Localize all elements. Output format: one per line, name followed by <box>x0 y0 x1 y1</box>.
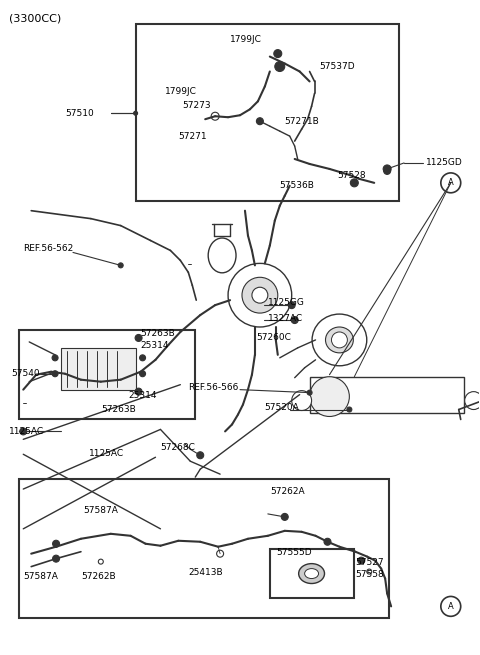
Text: 57587A: 57587A <box>23 572 58 581</box>
Ellipse shape <box>305 569 319 578</box>
Bar <box>136 24 399 200</box>
Circle shape <box>358 557 365 564</box>
Circle shape <box>211 112 219 121</box>
Text: 57528: 57528 <box>337 172 366 180</box>
Text: 57527: 57527 <box>355 558 384 567</box>
Text: 57520A: 57520A <box>264 403 299 412</box>
Bar <box>19 330 195 419</box>
Circle shape <box>441 597 461 616</box>
Ellipse shape <box>312 314 367 365</box>
Text: 1125GG: 1125GG <box>268 297 305 307</box>
Text: A: A <box>448 178 454 187</box>
Text: 25314: 25314 <box>129 391 157 400</box>
Circle shape <box>53 540 60 547</box>
Circle shape <box>197 452 204 458</box>
Text: 57262B: 57262B <box>81 572 116 581</box>
Circle shape <box>291 316 298 324</box>
Text: 1799JC: 1799JC <box>166 87 197 96</box>
Circle shape <box>441 173 461 193</box>
Circle shape <box>384 168 391 174</box>
Text: 57536B: 57536B <box>280 181 315 191</box>
Text: REF.56-566: REF.56-566 <box>188 383 239 392</box>
Bar <box>19 479 389 618</box>
Circle shape <box>52 355 58 361</box>
Circle shape <box>135 335 142 341</box>
Bar <box>61 348 136 390</box>
Circle shape <box>98 559 103 564</box>
Text: 57268C: 57268C <box>160 443 195 452</box>
Circle shape <box>350 179 358 187</box>
Circle shape <box>332 332 348 348</box>
Circle shape <box>324 538 331 545</box>
Ellipse shape <box>208 238 236 273</box>
Text: (3300CC): (3300CC) <box>9 14 61 24</box>
Bar <box>270 549 354 599</box>
Text: 25413B: 25413B <box>188 568 223 577</box>
Circle shape <box>216 550 224 557</box>
Text: 57558: 57558 <box>355 570 384 579</box>
Text: 57271B: 57271B <box>285 117 320 126</box>
Text: 57587A: 57587A <box>83 506 118 515</box>
Ellipse shape <box>299 563 324 584</box>
Circle shape <box>292 390 312 411</box>
Circle shape <box>140 355 145 361</box>
Circle shape <box>242 277 278 313</box>
Circle shape <box>310 377 349 417</box>
Circle shape <box>252 288 268 303</box>
Text: 57262A: 57262A <box>270 487 304 496</box>
Circle shape <box>274 50 282 58</box>
Circle shape <box>140 371 145 377</box>
Circle shape <box>20 428 27 435</box>
Text: 25314: 25314 <box>141 341 169 350</box>
Circle shape <box>135 388 142 395</box>
Text: 1125AC: 1125AC <box>89 449 124 458</box>
Circle shape <box>52 371 58 377</box>
Text: 57271: 57271 <box>179 132 207 141</box>
Text: 57260C: 57260C <box>256 333 291 343</box>
Text: 1125AC: 1125AC <box>9 427 45 436</box>
Text: 57510: 57510 <box>65 109 94 118</box>
Circle shape <box>288 302 295 309</box>
Circle shape <box>53 555 60 562</box>
Text: 1327AC: 1327AC <box>268 314 303 322</box>
Circle shape <box>275 62 285 71</box>
Ellipse shape <box>325 327 353 353</box>
Circle shape <box>465 392 480 409</box>
Circle shape <box>256 118 264 124</box>
Circle shape <box>118 263 123 268</box>
Text: 57263B: 57263B <box>141 329 175 339</box>
Circle shape <box>228 263 292 327</box>
Text: A: A <box>448 602 454 611</box>
Text: 57540: 57540 <box>12 369 40 378</box>
Text: 57263B: 57263B <box>101 405 135 414</box>
Circle shape <box>383 165 391 173</box>
Text: 57537D: 57537D <box>320 62 355 71</box>
Circle shape <box>347 407 352 412</box>
Circle shape <box>367 569 372 574</box>
Circle shape <box>281 514 288 520</box>
Text: 1799JC: 1799JC <box>230 35 262 44</box>
Text: REF.56-562: REF.56-562 <box>23 244 73 253</box>
Text: 1125GD: 1125GD <box>426 159 463 168</box>
Circle shape <box>133 111 138 115</box>
Text: 57555D: 57555D <box>276 548 312 557</box>
Circle shape <box>307 390 312 395</box>
Text: 57273: 57273 <box>182 101 211 110</box>
Bar <box>310 377 464 413</box>
